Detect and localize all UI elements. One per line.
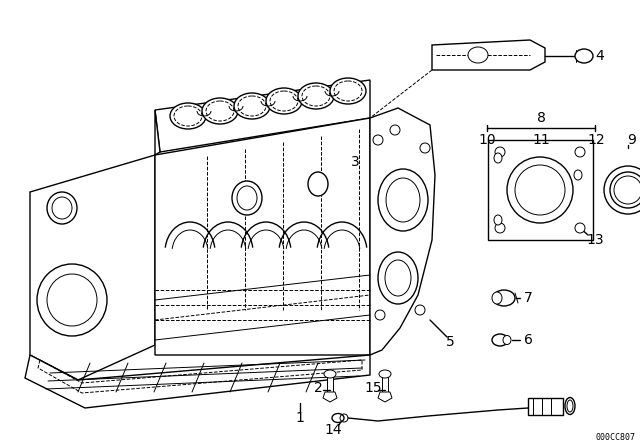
Ellipse shape (298, 83, 334, 109)
Ellipse shape (202, 98, 238, 124)
Text: 3: 3 (351, 155, 360, 169)
Ellipse shape (492, 292, 502, 304)
Text: 000CC807: 000CC807 (595, 433, 635, 442)
Circle shape (420, 143, 430, 153)
Ellipse shape (565, 397, 575, 414)
Ellipse shape (604, 166, 640, 214)
Text: 2: 2 (314, 381, 323, 395)
Ellipse shape (308, 172, 328, 196)
Ellipse shape (378, 169, 428, 231)
Text: 15: 15 (364, 381, 382, 395)
Ellipse shape (330, 78, 366, 104)
Ellipse shape (468, 47, 488, 63)
Text: 9: 9 (628, 133, 636, 147)
Circle shape (390, 125, 400, 135)
Polygon shape (432, 40, 545, 70)
Ellipse shape (37, 264, 107, 336)
Circle shape (415, 305, 425, 315)
Text: 8: 8 (536, 111, 545, 125)
Polygon shape (25, 355, 370, 408)
Ellipse shape (234, 93, 270, 119)
Ellipse shape (574, 170, 582, 180)
Text: 13: 13 (586, 233, 604, 247)
FancyBboxPatch shape (488, 140, 593, 240)
Circle shape (495, 147, 505, 157)
Polygon shape (155, 118, 370, 355)
Polygon shape (370, 108, 435, 355)
Ellipse shape (378, 252, 418, 304)
Polygon shape (378, 392, 392, 402)
Text: 11: 11 (532, 133, 550, 147)
Text: 6: 6 (524, 333, 532, 347)
Text: 14: 14 (324, 423, 342, 437)
Ellipse shape (492, 334, 508, 346)
Circle shape (373, 135, 383, 145)
Ellipse shape (232, 181, 262, 215)
Ellipse shape (507, 157, 573, 223)
Ellipse shape (494, 215, 502, 225)
Ellipse shape (379, 370, 391, 378)
Text: 12: 12 (587, 133, 605, 147)
Ellipse shape (503, 336, 511, 345)
Ellipse shape (266, 88, 302, 114)
Ellipse shape (494, 153, 502, 163)
Text: 7: 7 (524, 291, 532, 305)
Ellipse shape (47, 192, 77, 224)
Text: 10: 10 (478, 133, 496, 147)
Ellipse shape (493, 290, 515, 306)
Polygon shape (323, 392, 337, 402)
Ellipse shape (575, 49, 593, 63)
Text: 1: 1 (296, 411, 305, 425)
Ellipse shape (170, 103, 206, 129)
Circle shape (375, 310, 385, 320)
Text: 4: 4 (596, 49, 604, 63)
Ellipse shape (324, 370, 336, 378)
Circle shape (575, 147, 585, 157)
Ellipse shape (332, 414, 344, 422)
Polygon shape (382, 376, 388, 392)
Circle shape (575, 223, 585, 233)
Polygon shape (528, 398, 563, 415)
Polygon shape (327, 376, 333, 392)
Polygon shape (30, 110, 160, 380)
Polygon shape (155, 80, 370, 152)
Circle shape (495, 223, 505, 233)
Text: 5: 5 (445, 335, 454, 349)
